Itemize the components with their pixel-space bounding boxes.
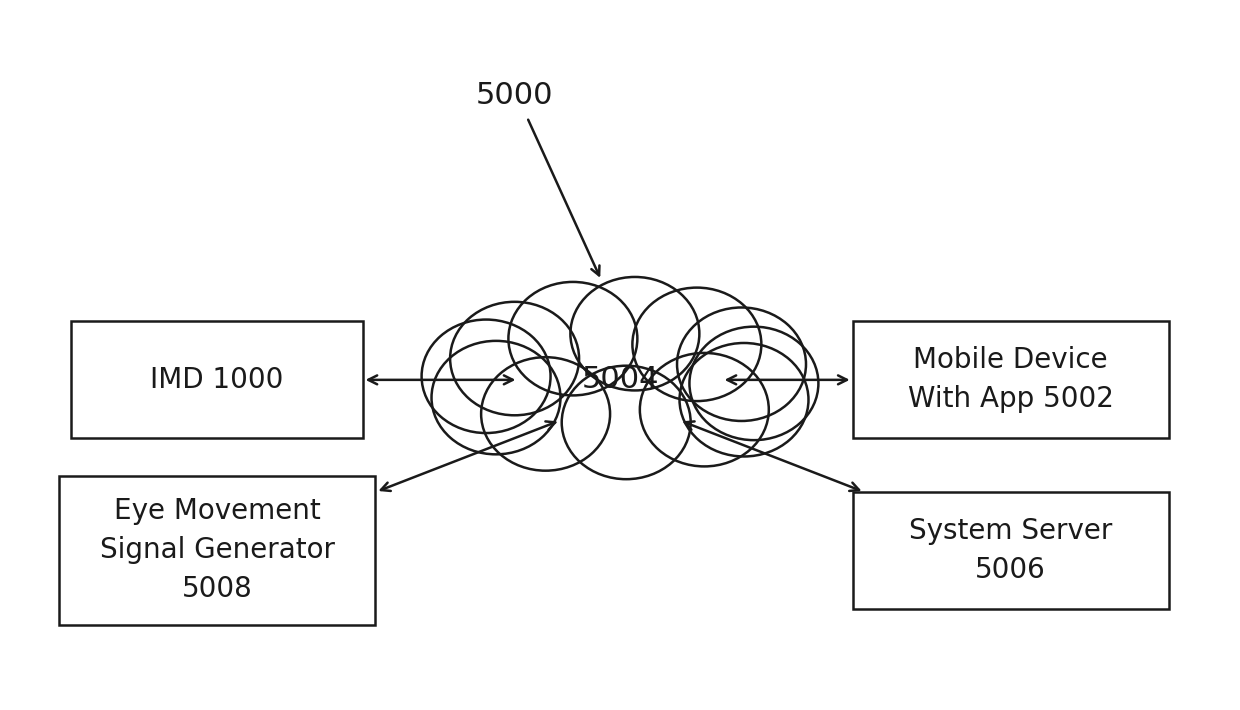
Ellipse shape — [562, 366, 691, 479]
Text: Eye Movement
Signal Generator
5008: Eye Movement Signal Generator 5008 — [99, 497, 335, 604]
Ellipse shape — [680, 343, 808, 457]
FancyBboxPatch shape — [853, 491, 1168, 608]
Ellipse shape — [640, 353, 769, 466]
Ellipse shape — [508, 282, 637, 395]
Ellipse shape — [422, 320, 551, 433]
Text: Mobile Device
With App 5002: Mobile Device With App 5002 — [908, 346, 1114, 413]
FancyBboxPatch shape — [853, 321, 1168, 438]
Ellipse shape — [677, 307, 806, 421]
Ellipse shape — [570, 277, 699, 391]
Text: 5004: 5004 — [582, 366, 658, 394]
FancyBboxPatch shape — [71, 321, 362, 438]
Text: System Server
5006: System Server 5006 — [909, 517, 1112, 584]
Ellipse shape — [450, 302, 579, 415]
Text: 5000: 5000 — [476, 82, 553, 110]
Text: IMD 1000: IMD 1000 — [150, 366, 284, 394]
Ellipse shape — [689, 327, 818, 440]
FancyBboxPatch shape — [58, 476, 374, 625]
Ellipse shape — [632, 288, 761, 401]
Ellipse shape — [484, 334, 756, 426]
Ellipse shape — [432, 341, 560, 454]
Ellipse shape — [481, 357, 610, 471]
